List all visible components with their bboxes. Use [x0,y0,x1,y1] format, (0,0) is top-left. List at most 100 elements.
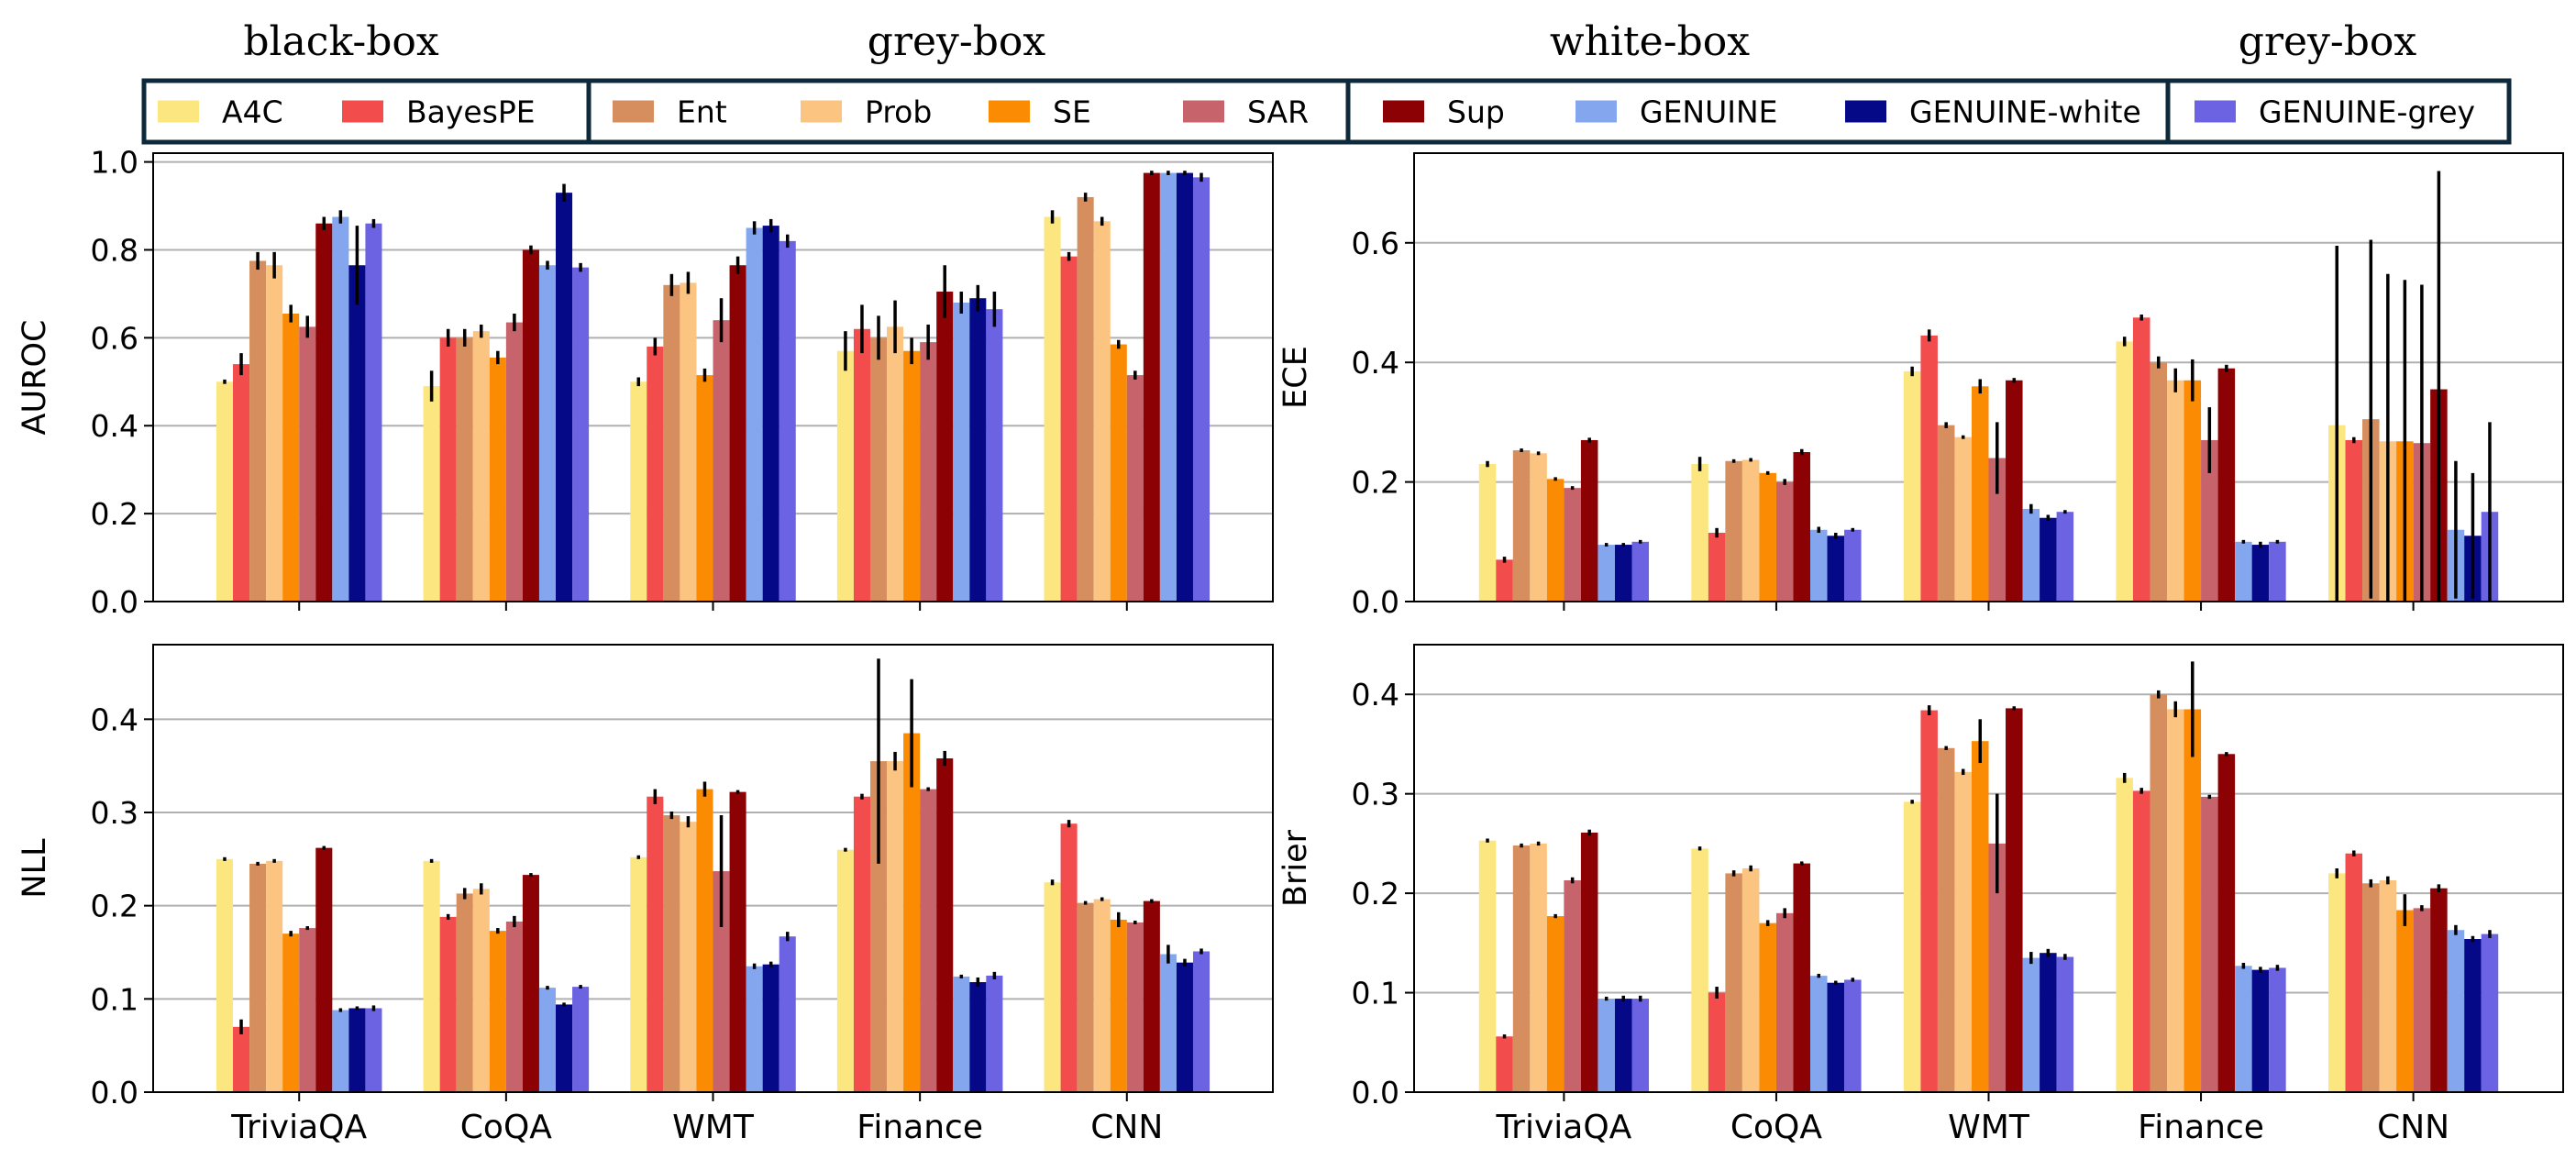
bar-sar-wmt [1988,458,2007,602]
bar-genuine-grey-triviaqa [1631,999,1650,1092]
bar-ent-triviaqa [1512,845,1531,1092]
bar-sup-cnn [1143,172,1160,602]
bar-genuine-grey-cnn [2481,934,2499,1092]
bar-a4c-finance [2116,341,2133,602]
bar-sar-cnn [1126,922,1144,1092]
bar-prob-coqa [472,331,490,602]
bar-a4c-cnn [2327,873,2346,1092]
bar-bayespe-finance [853,796,870,1092]
bar-a4c-cnn [1044,216,1061,602]
bar-sar-finance [920,789,937,1092]
y-tick-label: 0.0 [1352,1075,1399,1110]
y-axis-label: ECE [1277,346,1314,409]
bar-genuine-grey-wmt [2056,956,2074,1092]
y-tick-label: 0.2 [1352,465,1399,501]
y-tick-label: 0.2 [91,496,138,532]
y-tick-label: 0.3 [91,795,138,831]
panel-nll: 0.0 0.1 0.2 0.3 0.4 NLL TriviaQA CoQA WMT Finance… [17,644,1274,1146]
bar-se-cnn [1110,344,1127,602]
legend-swatch-sup [1383,100,1424,123]
bar-a4c-coqa [423,386,440,602]
bar-ent-wmt [1937,747,1955,1092]
bar-genuine-cnn [2447,930,2465,1092]
bar-a4c-finance [836,350,854,602]
bar-a4c-coqa [1691,464,1708,602]
bar-sar-wmt [713,320,730,602]
bar-sup-coqa [1793,863,1810,1092]
y-tick-label: 0.0 [1352,584,1399,620]
y-tick-label: 1.0 [91,145,138,181]
bar-sup-cnn [2430,888,2448,1092]
legend-label-ent: Ent [677,94,727,130]
bar-genuine-white-finance [2251,969,2270,1092]
bar-se-finance [903,350,921,602]
legend-label-a4c: A4C [222,94,283,130]
bar-genuine-finance [953,976,970,1092]
legend-swatch-se [989,100,1030,123]
bar-sup-finance [936,292,954,602]
bar-genuine-white-coqa [1827,536,1845,602]
bar-se-finance [2184,380,2202,602]
bar-a4c-wmt [1903,801,1921,1092]
x-tick-label-cnn: CNN [2377,1109,2449,1146]
legend-swatch-sar [1183,100,1224,123]
bar-genuine-white-finance [2251,545,2270,602]
bar-genuine-wmt [746,966,763,1092]
bar-genuine-white-triviaqa [1614,999,1632,1092]
y-tick-label: 0.3 [1352,777,1399,812]
bar-sup-triviaqa [1580,832,1598,1092]
bar-genuine-white-triviaqa [348,1008,366,1092]
x-tick-label-triviaqa: TriviaQA [230,1109,367,1146]
legend-group-title: black-box [243,18,439,65]
bar-ent-finance [2150,362,2168,602]
x-tick-label-cnn: CNN [1090,1109,1163,1146]
bar-genuine-wmt [2022,508,2040,602]
axes-frame [152,152,1274,602]
bar-genuine-coqa [1809,529,1828,602]
bar-genuine-grey-cnn [1192,177,1211,602]
y-tick-label: 0.0 [91,1075,138,1110]
bar-a4c-triviaqa [216,381,234,602]
bar-sup-wmt [729,791,746,1092]
bar-genuine-grey-cnn [1192,951,1211,1092]
bar-ent-finance [869,761,888,1092]
bar-sup-triviaqa [315,847,333,1092]
bar-se-coqa [489,357,506,602]
bar-prob-wmt [1954,771,1972,1092]
bar-prob-triviaqa [1530,453,1547,602]
bar-genuine-wmt [2022,957,2040,1092]
bar-ent-coqa [1725,873,1742,1092]
bar-a4c-coqa [423,860,440,1092]
bar-se-coqa [1759,472,1776,602]
bar-sar-triviaqa [1564,880,1581,1092]
bar-genuine-white-coqa [556,1004,573,1092]
bar-prob-cnn [2379,880,2397,1092]
bar-se-wmt [696,789,713,1092]
bar-bayespe-finance [853,328,870,602]
bar-genuine-grey-wmt [779,936,796,1092]
bar-bayespe-coqa [1708,533,1726,602]
y-tick-label: 0.2 [1352,876,1399,911]
bar-prob-finance [2167,380,2184,602]
panel-ece: 0.0 0.2 0.4 0.6 ECE [1277,152,2564,620]
bar-genuine-grey-finance [986,309,1003,602]
bar-ent-cnn [1077,196,1094,602]
bar-sup-wmt [2006,380,2023,602]
bar-genuine-grey-triviaqa [1631,541,1650,602]
bar-prob-coqa [472,889,490,1092]
bar-sup-finance [936,758,954,1092]
x-tick-label-wmt: WMT [1948,1109,2030,1146]
bar-sar-finance [2201,439,2218,602]
bar-genuine-white-wmt [762,964,779,1092]
bar-genuine-white-finance [969,982,987,1092]
legend-label-genuine: GENUINE [1640,94,1778,130]
bar-genuine-triviaqa [1598,545,1615,602]
bar-genuine-white-cnn [1176,962,1193,1092]
bar-bayespe-triviaqa [1496,559,1513,602]
bar-sup-coqa [1793,452,1810,602]
bar-sar-triviaqa [299,928,316,1092]
bar-bayespe-triviaqa [1496,1036,1513,1092]
bar-se-wmt [1971,741,1989,1092]
bar-bayespe-triviaqa [233,364,250,602]
